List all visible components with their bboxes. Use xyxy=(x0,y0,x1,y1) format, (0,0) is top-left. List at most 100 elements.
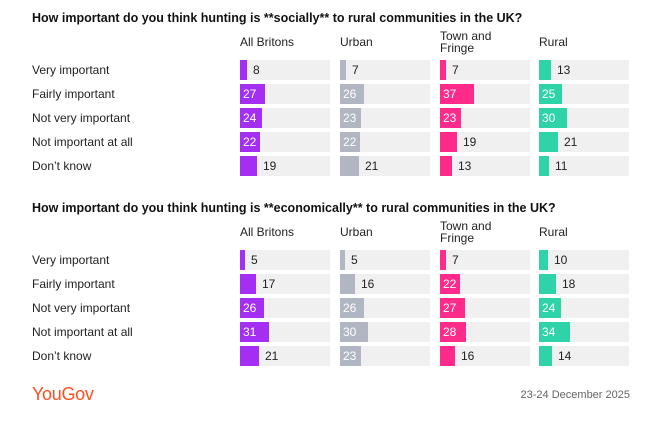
row-label: Fairly important xyxy=(32,87,115,101)
value-label: 30 xyxy=(542,111,556,125)
bar-track: 21 xyxy=(340,156,430,176)
bar-track: 25 xyxy=(539,84,629,104)
bar xyxy=(440,298,465,318)
bar xyxy=(240,108,262,128)
bar xyxy=(240,346,259,366)
bar xyxy=(440,132,457,152)
column-header: Rural xyxy=(539,225,568,239)
row-label: Don’t know xyxy=(32,159,92,173)
bar xyxy=(240,298,264,318)
bar xyxy=(340,84,364,104)
value-label: 26 xyxy=(343,87,357,101)
bar-track: 34 xyxy=(539,322,629,342)
bar-track: 26 xyxy=(240,298,330,318)
value-label: 22 xyxy=(343,135,357,149)
value-label: 23 xyxy=(343,349,357,363)
bar xyxy=(440,84,474,104)
bar xyxy=(440,274,460,294)
row-label: Not very important xyxy=(32,111,131,125)
value-label: 21 xyxy=(265,349,279,363)
value-label: 18 xyxy=(562,277,576,291)
value-label: 16 xyxy=(361,277,375,291)
value-label: 13 xyxy=(557,63,571,77)
bar xyxy=(340,60,346,80)
bar-track: 11 xyxy=(539,156,629,176)
value-label: 23 xyxy=(443,111,457,125)
bar-track: 22 xyxy=(240,132,330,152)
bar-track: 23 xyxy=(440,108,530,128)
value-label: 7 xyxy=(452,253,459,267)
bar-track: 21 xyxy=(240,346,330,366)
bar xyxy=(240,322,269,342)
value-label: 27 xyxy=(243,87,257,101)
value-label: 8 xyxy=(253,63,260,77)
value-label: 24 xyxy=(542,301,556,315)
value-label: 19 xyxy=(463,135,477,149)
bar xyxy=(340,298,364,318)
value-label: 5 xyxy=(351,253,358,267)
value-label: 14 xyxy=(558,349,572,363)
bar xyxy=(539,132,558,152)
bar-track: 23 xyxy=(340,346,430,366)
bar-track: 13 xyxy=(440,156,530,176)
bar-track: 27 xyxy=(240,84,330,104)
value-label: 7 xyxy=(352,63,359,77)
row-label: Not important at all xyxy=(32,325,133,339)
column-header: All Britons xyxy=(240,225,295,239)
value-label: 17 xyxy=(262,277,276,291)
bar-track: 24 xyxy=(539,298,629,318)
bar-track: 19 xyxy=(240,156,330,176)
value-label: 34 xyxy=(542,325,556,339)
bar xyxy=(240,60,247,80)
bar xyxy=(440,108,461,128)
bar xyxy=(240,274,256,294)
bar xyxy=(340,274,355,294)
bar xyxy=(440,322,466,342)
value-label: 7 xyxy=(452,63,459,77)
bar-track: 23 xyxy=(340,108,430,128)
bar-track: 19 xyxy=(440,132,530,152)
value-label: 19 xyxy=(263,159,277,173)
column-header: Urban xyxy=(340,225,373,239)
bar-track: 10 xyxy=(539,250,629,270)
bar xyxy=(340,346,361,366)
bar xyxy=(539,298,561,318)
bar xyxy=(440,346,455,366)
bar xyxy=(340,250,345,270)
value-label: 24 xyxy=(243,111,257,125)
column-header: Town and Fringe xyxy=(440,219,492,245)
value-label: 30 xyxy=(343,325,357,339)
value-label: 21 xyxy=(564,135,578,149)
bar xyxy=(340,322,368,342)
bar-track: 8 xyxy=(240,60,330,80)
row-label: Very important xyxy=(32,253,110,267)
row-label: Fairly important xyxy=(32,277,115,291)
bar xyxy=(340,132,360,152)
bar-track: 21 xyxy=(539,132,629,152)
value-label: 26 xyxy=(343,301,357,315)
bar-track: 22 xyxy=(340,132,430,152)
column-header: Urban xyxy=(340,35,373,49)
bar xyxy=(240,132,260,152)
row-label: Don’t know xyxy=(32,349,92,363)
bar xyxy=(539,108,567,128)
bar-track: 17 xyxy=(240,274,330,294)
bar xyxy=(539,156,549,176)
chart-title: How important do you think hunting is **… xyxy=(32,11,523,25)
bar xyxy=(440,156,452,176)
bar-track: 37 xyxy=(440,84,530,104)
value-label: 22 xyxy=(443,277,457,291)
bar-track: 26 xyxy=(340,298,430,318)
value-label: 11 xyxy=(555,159,568,173)
bar-track: 5 xyxy=(340,250,430,270)
bar-track: 24 xyxy=(240,108,330,128)
bar xyxy=(539,250,548,270)
row-label: Not very important xyxy=(32,301,131,315)
bar-track: 18 xyxy=(539,274,629,294)
bar-track: 26 xyxy=(340,84,430,104)
yougov-logo: YouGov xyxy=(32,384,94,404)
value-label: 5 xyxy=(251,253,258,267)
value-label: 37 xyxy=(443,87,457,101)
bar-track: 7 xyxy=(440,250,530,270)
column-header: All Britons xyxy=(240,35,295,49)
